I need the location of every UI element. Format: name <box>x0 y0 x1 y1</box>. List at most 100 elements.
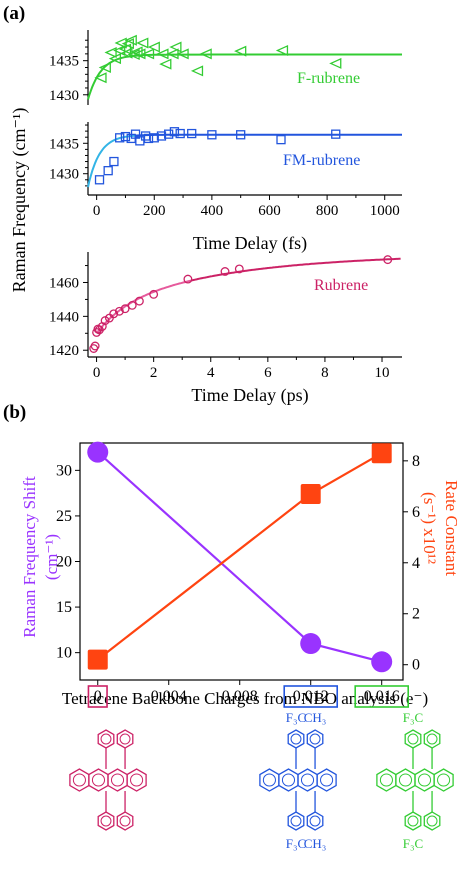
series-label-fm-rubrene: FM-rubrene <box>283 152 360 169</box>
rubrene-point <box>234 264 244 274</box>
shift-point <box>87 441 109 463</box>
tetracene-ring-inner <box>379 773 393 787</box>
b-right-ytick-label: 6 <box>412 504 420 521</box>
fm-rubrene-point <box>109 156 119 167</box>
a-mid-xtick-label: 400 <box>201 203 224 219</box>
tetracene-ring <box>278 768 299 792</box>
b-left-ytick-label: 15 <box>56 599 72 616</box>
a-mid-xtick-label: 600 <box>258 203 281 219</box>
rate-point <box>87 649 108 670</box>
tetracene-ring <box>316 768 337 792</box>
f-rubrene-point <box>108 53 122 65</box>
phenyl-ring <box>423 811 441 831</box>
tetracene-ring <box>297 768 318 792</box>
a-mid-ytick-label: 1435 <box>49 136 79 152</box>
rubrene-point <box>100 316 110 326</box>
tetracene-ring-inner <box>130 773 144 787</box>
phenyl-ring-inner <box>290 733 302 745</box>
phenyl-ring-inner <box>290 815 302 827</box>
a-bot-xtick-label: 10 <box>375 365 390 381</box>
fm-rubrene-point <box>149 133 159 143</box>
tetracene-ring <box>107 768 128 792</box>
fm-rubrene-point <box>207 130 217 140</box>
phenyl-ring <box>306 811 324 831</box>
tetracene-ring <box>69 768 90 792</box>
tetracene-ring <box>414 768 435 792</box>
b-right-ytick-label: 0 <box>412 657 420 674</box>
phenyl-ring-inner <box>407 733 419 745</box>
fm-rubrene-point <box>164 129 174 139</box>
xlabel-ps: Time Delay (ps) <box>191 385 308 406</box>
a-mid-fit-late <box>135 133 402 137</box>
a-top-ytick-label: 1430 <box>49 88 79 104</box>
fm-rubrene-point <box>120 131 131 142</box>
panel-a-ylabel: Raman Frequency (cm⁻¹) <box>9 108 30 293</box>
a-bot-ytick-label: 1440 <box>49 309 79 325</box>
tetracene-ring-inner <box>262 773 276 787</box>
phenyl-ring <box>116 811 134 831</box>
b-ylabel-right-2: (s⁻¹) x10¹² <box>420 492 439 564</box>
f-rubrene-point <box>329 57 342 69</box>
a-bot-xtick-label: 0 <box>93 365 101 381</box>
panel-label-b: (b) <box>3 402 26 423</box>
b-xtick-label: 0.004 <box>151 688 187 705</box>
fm-rubrene-point <box>156 131 167 141</box>
a-mid-ytick-label: 1430 <box>49 167 79 183</box>
f-rubrene-point <box>190 65 204 77</box>
phenyl-ring <box>287 729 305 749</box>
f-rubrene-point <box>94 72 107 84</box>
b-xtick-highlight-box <box>283 685 339 708</box>
rubrene-point <box>134 296 144 306</box>
f-rubrene-point <box>98 61 111 74</box>
rubrene-point <box>127 300 137 310</box>
xlabel-fs: Time Delay (fs) <box>193 233 307 254</box>
tetracene-ring <box>433 768 454 792</box>
tetracene-ring <box>126 768 147 792</box>
a-bot-xtick-label: 2 <box>150 365 158 381</box>
rate-point <box>300 483 321 504</box>
f-rubrene-point <box>147 41 160 53</box>
fm-rubrene-point <box>276 134 286 145</box>
f-rubrene-point <box>275 44 289 56</box>
b-xtick-label: 0.016 <box>364 688 400 705</box>
fm-rubrene-point <box>187 128 197 139</box>
tetracene-ring-inner <box>72 773 86 787</box>
phenyl-ring <box>306 729 324 749</box>
series-label-rubrene: Rubrene <box>314 277 368 294</box>
rubrene-point <box>220 267 230 276</box>
phenyl-ring-inner <box>100 733 112 745</box>
f-rubrene-point <box>234 45 247 57</box>
a-bot-ytick-label: 1460 <box>49 275 79 291</box>
phenyl-ring-inner <box>119 815 131 827</box>
shift-point <box>371 651 393 673</box>
a-mid-xtick-label: 0 <box>93 203 101 219</box>
phenyl-ring <box>404 811 422 831</box>
phenyl-ring <box>404 729 422 749</box>
substituent-label: F₃C <box>403 836 423 851</box>
substituent-label: F₃C <box>286 710 306 725</box>
a-bot-xtick-label: 8 <box>321 365 329 381</box>
b-xtick-highlight-box <box>354 685 410 708</box>
rubrene-point <box>149 289 159 299</box>
tetracene-ring-inner <box>320 773 334 787</box>
fm-rubrene-point <box>94 175 105 185</box>
fm-rubrene-point <box>175 128 185 139</box>
f-rubrene-point <box>124 34 137 46</box>
b-left-ytick-label: 10 <box>56 645 72 662</box>
f-rubrene-point <box>176 48 189 60</box>
tetracene-ring <box>395 768 416 792</box>
fm-rubrene-point <box>169 127 180 137</box>
a-bot-fit-early <box>95 279 191 334</box>
f-rubrene-point <box>141 48 155 60</box>
b-ylabel-right-1: Rate Constant <box>442 480 461 576</box>
f-rubrene-point <box>136 37 149 49</box>
b-left-ytick-label: 20 <box>56 554 72 571</box>
rubrene-point <box>90 341 100 351</box>
f-rubrene-point <box>199 48 212 60</box>
a-top-ytick-label: 1435 <box>49 54 79 70</box>
fm-rubrene-point <box>115 133 125 143</box>
substituent-label: CH₃ <box>304 836 327 851</box>
phenyl-ring-inner <box>309 733 321 745</box>
